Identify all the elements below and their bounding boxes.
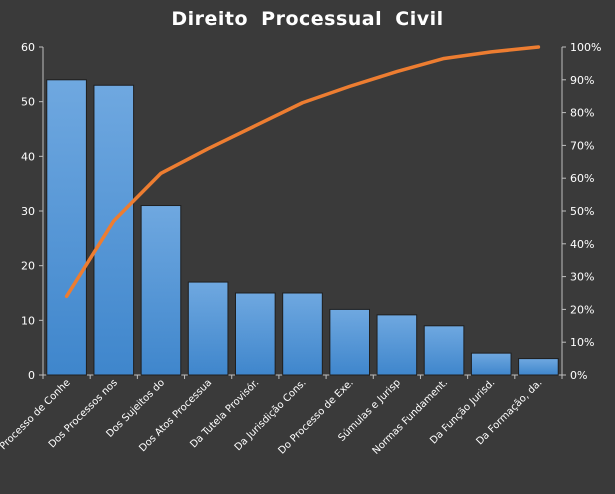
y-left-tick-label: 30	[21, 205, 35, 218]
y-right-tick-label: 60%	[570, 172, 594, 185]
bar	[518, 358, 559, 376]
y-right-tick-label: 30%	[570, 271, 594, 284]
y-left-tick-label: 10	[21, 314, 35, 327]
bar	[376, 314, 418, 376]
cumulative-line	[64, 45, 541, 299]
y-left-tick-label: 40	[21, 150, 35, 163]
bar	[235, 292, 276, 376]
cumulative-line-group	[64, 45, 541, 299]
y-left-tick-label: 50	[21, 96, 35, 109]
y-right-tick-label: 50%	[570, 205, 594, 218]
y-right-tick-label: 40%	[570, 238, 594, 251]
y-right-tick-label: 100%	[570, 41, 601, 54]
bar	[329, 308, 370, 376]
y-right-tick-label: 0%	[570, 369, 587, 382]
bar	[187, 281, 229, 376]
category-label: Do Processo de Conhe	[0, 377, 73, 464]
y-left-tick-label: 0	[28, 369, 35, 382]
bar	[282, 292, 323, 376]
y-left-tick-label: 60	[21, 41, 35, 54]
y-right-tick-label: 10%	[570, 336, 594, 349]
y-left-tick-label: 20	[21, 260, 35, 273]
bar	[46, 79, 87, 376]
y-right-tick-label: 70%	[570, 139, 594, 152]
bar	[423, 325, 465, 376]
bar	[93, 84, 135, 376]
bar	[140, 205, 182, 376]
bars-group	[46, 79, 559, 376]
y-right-tick-label: 20%	[570, 303, 594, 316]
chart-title: Direito Processual Civil	[171, 8, 444, 30]
y-right-tick-label: 90%	[570, 74, 594, 87]
y-right-tick-label: 80%	[570, 107, 594, 120]
bar	[470, 352, 512, 376]
